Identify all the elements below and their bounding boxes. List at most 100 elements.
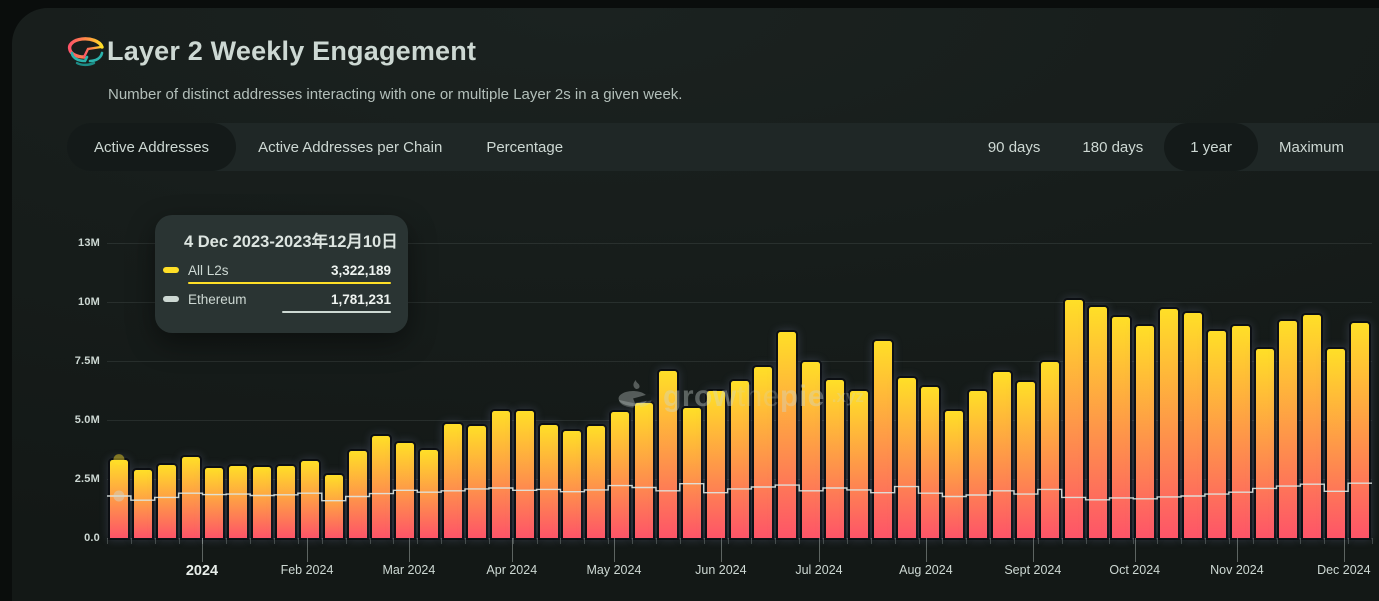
weekly-bar[interactable] xyxy=(324,475,343,538)
tooltip-row-all-l2s: All L2s 3,322,189 xyxy=(163,261,391,279)
chart-controls-bar: Active Addresses Active Addresses per Ch… xyxy=(67,123,1379,171)
weekly-bar[interactable] xyxy=(1183,313,1202,538)
week-tick xyxy=(1252,538,1254,544)
metric-tabs: Active Addresses Active Addresses per Ch… xyxy=(67,123,585,171)
weekly-bar[interactable] xyxy=(921,386,940,538)
week-tick xyxy=(178,538,180,544)
weekly-bar[interactable] xyxy=(706,391,725,538)
week-tick xyxy=(1037,538,1039,544)
weekly-bar[interactable] xyxy=(229,465,248,538)
weekly-bar[interactable] xyxy=(420,450,439,538)
weekly-bar[interactable] xyxy=(563,430,582,538)
tab-active-addresses-per-chain[interactable]: Active Addresses per Chain xyxy=(258,138,443,156)
weekly-bar[interactable] xyxy=(1016,382,1035,538)
week-tick xyxy=(846,538,848,544)
week-tick xyxy=(894,538,896,544)
x-axis-label: Jul 2024 xyxy=(795,563,843,577)
tooltip-series-value: 1,781,231 xyxy=(330,291,391,307)
week-tick xyxy=(1085,538,1087,544)
week-tick xyxy=(369,538,371,544)
week-tick xyxy=(202,538,204,544)
weekly-bar[interactable] xyxy=(587,425,606,538)
timerange-90-days[interactable]: 90 days xyxy=(987,138,1041,156)
weekly-bar[interactable] xyxy=(969,391,988,538)
weekly-bar[interactable] xyxy=(205,468,224,538)
timerange-180-days[interactable]: 180 days xyxy=(1082,138,1144,156)
weekly-bar[interactable] xyxy=(897,378,916,538)
weekly-bar[interactable] xyxy=(372,435,391,538)
month-tick xyxy=(925,538,927,562)
weekly-bar[interactable] xyxy=(1040,361,1059,538)
gridline xyxy=(107,243,1372,244)
weekly-bar[interactable] xyxy=(157,464,176,538)
week-tick xyxy=(1133,538,1135,544)
chart-plot-area[interactable] xyxy=(107,243,1372,538)
timerange-maximum[interactable]: Maximum xyxy=(1278,138,1344,156)
week-tick xyxy=(274,538,276,544)
weekly-bar[interactable] xyxy=(1136,326,1155,538)
weekly-bar[interactable] xyxy=(539,425,558,538)
weekly-bar[interactable] xyxy=(1231,325,1250,538)
weekly-bar[interactable] xyxy=(444,424,463,538)
weekly-bar[interactable] xyxy=(133,470,152,538)
weekly-bar[interactable] xyxy=(778,331,797,538)
week-tick xyxy=(823,538,825,544)
weekly-bar[interactable] xyxy=(515,411,534,538)
weekly-bar[interactable] xyxy=(682,407,701,538)
week-tick xyxy=(655,538,657,544)
weekly-bar[interactable] xyxy=(348,450,367,538)
gridline xyxy=(107,361,1372,362)
weekly-bar[interactable] xyxy=(730,380,749,538)
tooltip-series-label: All L2s xyxy=(188,262,229,278)
weekly-bar[interactable] xyxy=(1160,309,1179,538)
timerange-1-year[interactable]: 1 year xyxy=(1164,123,1258,171)
weekly-bar[interactable] xyxy=(253,466,272,538)
x-axis-label: Apr 2024 xyxy=(486,563,538,577)
weekly-bar[interactable] xyxy=(802,361,821,538)
timerange-tabs: 90 days 180 days 1 year Maximum xyxy=(967,123,1379,171)
week-tick xyxy=(584,538,586,544)
weekly-bar[interactable] xyxy=(1207,331,1226,538)
month-tick xyxy=(511,538,513,562)
week-tick xyxy=(1372,538,1373,544)
weekly-bar[interactable] xyxy=(1255,348,1274,538)
x-axis-label: Sept 2024 xyxy=(1004,563,1062,577)
tab-percentage[interactable]: Percentage xyxy=(486,138,564,156)
week-tick xyxy=(870,538,872,544)
weekly-bar[interactable] xyxy=(277,465,295,538)
all-l2s-value-bar xyxy=(188,282,391,284)
weekly-bar[interactable] xyxy=(658,370,677,538)
weekly-bar[interactable] xyxy=(945,411,964,538)
weekly-bar[interactable] xyxy=(1088,306,1107,538)
week-tick xyxy=(536,538,538,544)
weekly-bar[interactable] xyxy=(300,460,319,538)
y-tick-label: 2.5M xyxy=(74,473,100,485)
week-tick xyxy=(321,538,323,544)
weekly-bar[interactable] xyxy=(1112,317,1131,538)
x-axis-label: Jun 2024 xyxy=(695,563,747,577)
weekly-bar[interactable] xyxy=(1279,321,1298,538)
week-tick xyxy=(990,538,992,544)
tab-active-addresses[interactable]: Active Addresses xyxy=(67,123,237,171)
page-subtitle: Number of distinct addresses interacting… xyxy=(108,86,683,103)
weekly-bar[interactable] xyxy=(467,425,486,538)
weekly-bar[interactable] xyxy=(1351,323,1370,538)
weekly-bar[interactable] xyxy=(754,367,773,538)
week-tick xyxy=(107,538,108,544)
weekly-bar[interactable] xyxy=(1303,314,1322,538)
y-tick-label: 0.0 xyxy=(84,532,100,544)
weekly-bar[interactable] xyxy=(611,411,630,538)
weekly-bar[interactable] xyxy=(825,380,844,538)
weekly-bar[interactable] xyxy=(109,459,128,538)
week-tick xyxy=(560,538,562,544)
weekly-bar[interactable] xyxy=(635,403,654,538)
weekly-bar[interactable] xyxy=(181,456,200,538)
week-tick xyxy=(799,538,801,544)
weekly-bar[interactable] xyxy=(1064,299,1083,538)
week-tick xyxy=(154,538,156,544)
weekly-bar[interactable] xyxy=(491,411,510,538)
week-tick xyxy=(1013,538,1015,544)
weekly-bar[interactable] xyxy=(873,340,892,538)
weekly-bar[interactable] xyxy=(849,390,868,538)
weekly-bar[interactable] xyxy=(993,372,1012,538)
